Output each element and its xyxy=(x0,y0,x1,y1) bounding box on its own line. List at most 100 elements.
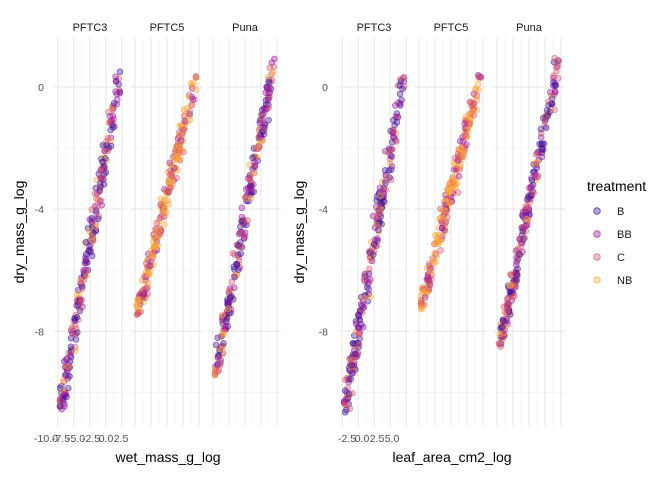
data-point xyxy=(174,167,181,174)
data-point xyxy=(261,126,268,133)
data-point xyxy=(396,90,404,98)
data-point xyxy=(220,329,228,337)
data-point xyxy=(188,82,196,89)
data-point xyxy=(220,340,227,347)
x-tick-label: -5.0 xyxy=(67,433,85,445)
facet-panel-pftc5: PFTC5 xyxy=(415,22,487,426)
data-point xyxy=(133,304,141,312)
facet-panel-puna: Puna xyxy=(209,22,281,426)
data-point xyxy=(156,215,164,222)
data-point xyxy=(175,140,183,148)
data-point xyxy=(382,172,390,180)
data-point xyxy=(348,361,356,369)
x-tick-label: -7.5 xyxy=(52,433,70,445)
data-point xyxy=(461,117,469,124)
data-point xyxy=(512,281,519,289)
data-point xyxy=(552,82,560,89)
data-point xyxy=(389,129,397,136)
data-point xyxy=(215,355,222,362)
data-point xyxy=(354,324,362,332)
data-point xyxy=(59,377,67,384)
data-point xyxy=(143,260,150,267)
data-point xyxy=(446,187,453,194)
data-point xyxy=(88,206,96,213)
data-point xyxy=(255,133,263,140)
data-point xyxy=(107,126,114,134)
legend-item-c: C xyxy=(593,252,625,264)
data-point xyxy=(513,254,520,261)
data-point xyxy=(103,141,110,149)
data-point xyxy=(100,176,107,183)
legend-item-bb: BB xyxy=(593,229,632,241)
data-point xyxy=(90,237,97,244)
data-point xyxy=(113,90,121,98)
data-point xyxy=(175,143,183,150)
data-point xyxy=(462,113,470,120)
y-tick-label: -4 xyxy=(319,204,328,216)
legend-key xyxy=(593,230,601,238)
y-tick-label: 0 xyxy=(322,82,328,94)
data-point xyxy=(240,235,248,242)
data-point xyxy=(160,213,168,220)
data-point xyxy=(185,93,193,101)
data-point xyxy=(551,106,558,114)
data-point xyxy=(437,247,444,254)
data-point xyxy=(526,210,533,218)
x-tick-label: -2.5 xyxy=(82,433,100,445)
data-point xyxy=(360,295,368,302)
legend-key xyxy=(593,276,601,284)
data-point xyxy=(94,203,101,210)
chart-block-1: 0 -4 -8 PFTC3 PFTC5 Puna -10.0-7.5-5.0-2.50.0 2… xyxy=(11,22,281,465)
data-point xyxy=(438,218,445,225)
data-point xyxy=(241,229,249,237)
data-point xyxy=(345,390,353,398)
data-point xyxy=(164,197,171,204)
data-point xyxy=(372,203,380,210)
data-point xyxy=(168,172,176,180)
data-point xyxy=(109,124,117,131)
data-point xyxy=(165,188,172,196)
data-point xyxy=(233,261,241,268)
data-point xyxy=(431,239,439,247)
data-point xyxy=(265,104,272,111)
x-axis-title: leaf_area_cm2_log xyxy=(392,449,511,465)
legend-label: C xyxy=(617,252,625,264)
data-point xyxy=(143,285,150,292)
facet-panel-pftc5: PFTC5 xyxy=(131,22,203,426)
data-point xyxy=(224,305,232,312)
data-point xyxy=(82,257,89,265)
data-point xyxy=(514,265,521,273)
data-point xyxy=(133,301,141,308)
data-point xyxy=(85,227,93,235)
data-point xyxy=(390,117,397,124)
data-point xyxy=(542,124,550,131)
data-point xyxy=(547,88,554,96)
data-point xyxy=(71,322,79,329)
x-tick-label: 0.0 xyxy=(355,433,370,445)
data-point xyxy=(94,196,101,204)
data-point xyxy=(144,279,152,286)
data-point xyxy=(181,117,189,124)
points-puna xyxy=(495,54,563,350)
data-point xyxy=(134,296,142,303)
data-point xyxy=(517,243,524,251)
data-point xyxy=(357,308,364,315)
data-point xyxy=(513,271,521,279)
data-point xyxy=(242,194,249,202)
data-point xyxy=(376,184,384,192)
data-point xyxy=(504,307,511,314)
data-point xyxy=(231,251,238,258)
data-point xyxy=(382,179,389,187)
data-point xyxy=(381,177,389,184)
data-point xyxy=(346,355,353,363)
data-point xyxy=(498,324,506,331)
data-point xyxy=(522,208,529,216)
data-point xyxy=(400,74,408,81)
y-tick-label: -4 xyxy=(35,204,44,216)
data-point xyxy=(555,57,563,65)
data-point xyxy=(78,296,86,304)
data-point xyxy=(180,126,188,134)
data-point xyxy=(247,195,255,202)
